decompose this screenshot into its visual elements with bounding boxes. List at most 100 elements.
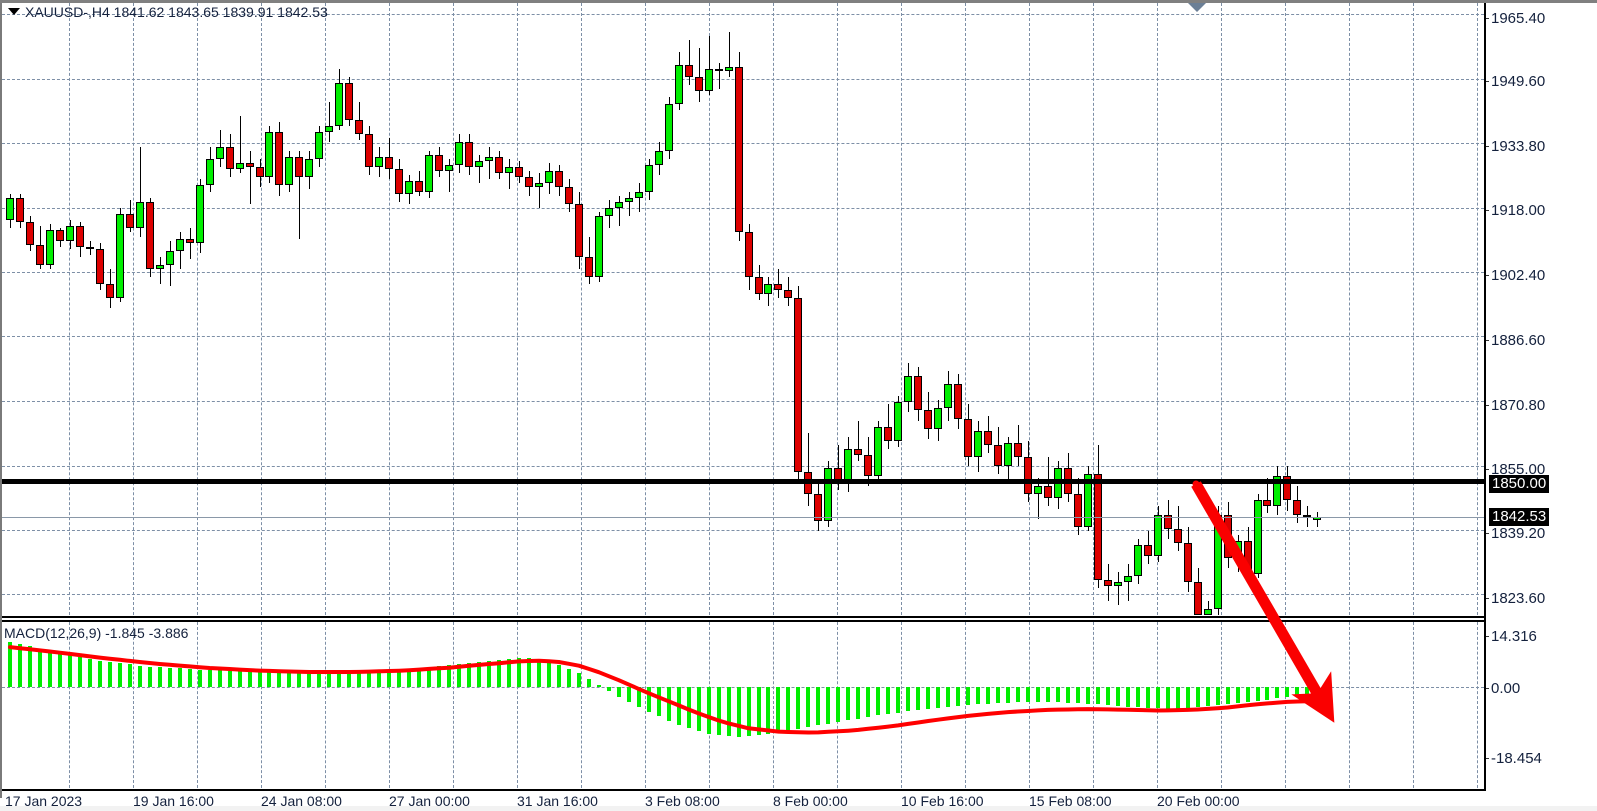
tick-mark — [1486, 275, 1489, 276]
candle-bearish — [555, 171, 563, 188]
vertical-gridline — [517, 3, 519, 615]
macd-histogram-bar — [737, 687, 741, 737]
time-axis-label: 8 Feb 00:00 — [773, 793, 848, 809]
candle-bearish — [1024, 457, 1032, 495]
macd-histogram-bar — [986, 687, 990, 704]
macd-histogram-bar — [1056, 687, 1060, 703]
time-axis-label: 17 Jan 2023 — [5, 793, 83, 809]
macd-indicator-pane[interactable] — [2, 622, 1484, 788]
candle-bearish — [715, 68, 723, 71]
vertical-gridline — [965, 3, 967, 615]
current-price-line[interactable] — [2, 517, 1484, 518]
price-axis-label: 1886.60 — [1491, 332, 1546, 349]
macd-histogram-bar — [627, 687, 631, 703]
macd-histogram-bar — [228, 670, 232, 687]
candle-wick — [838, 445, 839, 491]
triangle-down-icon[interactable] — [8, 8, 20, 15]
price-axis-label: 1842.53 — [1489, 508, 1550, 526]
time-axis[interactable]: 17 Jan 2023 19 Jan 16:00 24 Jan 08:00 27 Ja… — [0, 791, 1486, 811]
candle-bearish — [1293, 500, 1301, 515]
price-axis-label: 1870.80 — [1491, 397, 1546, 414]
macd-histogram-bar — [198, 669, 202, 687]
macd-histogram-bar — [98, 660, 102, 687]
vertical-gridline — [325, 622, 327, 788]
candle-bearish — [96, 248, 104, 284]
macd-histogram-bar — [367, 670, 371, 687]
candle-bearish — [435, 154, 443, 172]
candle-bearish — [984, 430, 992, 446]
macd-histogram-bar — [1046, 687, 1050, 703]
macd-histogram-bar — [1305, 687, 1309, 695]
candle-bearish — [345, 83, 353, 120]
candle-wick — [250, 150, 251, 204]
resistance-line[interactable] — [2, 479, 1484, 484]
candle-bearish — [695, 76, 703, 92]
candle-bullish — [655, 150, 663, 165]
macd-histogram-bar — [148, 666, 152, 687]
macd-histogram-bar — [1066, 687, 1070, 703]
price-axis-label: 1839.20 — [1491, 525, 1546, 542]
macd-histogram-bar — [58, 652, 62, 687]
vertical-gridline — [581, 3, 583, 615]
candle-bearish — [1014, 443, 1022, 458]
candle-bullish — [535, 183, 543, 188]
vertical-gridline — [1285, 622, 1287, 788]
price-axis[interactable]: 1965.40 1949.60 1933.80 1918.00 1902.40 1886.… — [1486, 3, 1597, 789]
vertical-gridline — [709, 3, 711, 615]
vertical-gridline — [389, 3, 391, 615]
price-axis-label: 1855.00 — [1491, 461, 1546, 478]
vertical-gridline — [1477, 622, 1479, 788]
tick-mark — [1486, 533, 1489, 534]
candle-wick — [1178, 506, 1179, 552]
vertical-gridline — [1349, 622, 1351, 788]
candle-wick — [479, 154, 480, 184]
macd-histogram-bar — [487, 661, 491, 687]
candle-bearish — [36, 244, 44, 266]
macd-histogram-bar — [1285, 687, 1289, 698]
price-chart-pane[interactable] — [2, 3, 1484, 615]
macd-histogram-bar — [138, 665, 142, 687]
candle-bearish — [256, 166, 264, 178]
price-axis-label: 1933.80 — [1491, 138, 1546, 155]
candle-bullish — [1124, 576, 1132, 583]
window-bottom-border — [0, 806, 1597, 811]
candle-bullish — [824, 467, 832, 521]
horizontal-gridline — [2, 207, 1484, 210]
candle-bearish — [415, 181, 423, 192]
candle-wick — [888, 404, 889, 450]
macd-histogram-bar — [1006, 687, 1010, 703]
candle-bullish — [216, 146, 224, 159]
macd-histogram-bar — [357, 670, 361, 687]
macd-histogram-bar — [78, 656, 82, 687]
candle-bullish — [405, 181, 413, 194]
macd-histogram-bar — [637, 687, 641, 707]
candle-bearish — [275, 132, 283, 186]
macd-histogram-bar — [407, 668, 411, 687]
candle-bearish — [56, 230, 64, 241]
candle-bearish — [186, 238, 194, 243]
candle-bearish — [106, 283, 114, 298]
macd-histogram-bar — [1315, 687, 1319, 694]
candle-bullish — [475, 160, 483, 167]
price-axis-label: 1902.40 — [1491, 267, 1546, 284]
candle-bullish — [844, 449, 852, 482]
candle-bullish — [236, 162, 244, 169]
macd-histogram-bar — [507, 659, 511, 687]
candle-bearish — [884, 426, 892, 442]
macd-histogram-bar — [417, 668, 421, 687]
candle-bearish — [1044, 486, 1052, 499]
vertical-gridline — [1029, 3, 1031, 615]
vertical-gridline — [389, 622, 391, 788]
macd-histogram-bar — [1256, 687, 1260, 701]
horizontal-gridline — [2, 465, 1484, 468]
candle-bullish — [1004, 443, 1012, 466]
macd-histogram-bar — [1186, 687, 1190, 708]
macd-histogram-bar — [258, 671, 262, 687]
horizontal-gridline — [2, 336, 1484, 338]
price-axis-label: 1965.40 — [1491, 10, 1546, 27]
vertical-gridline — [901, 622, 903, 788]
candle-bearish — [1164, 514, 1172, 529]
macd-histogram-bar — [597, 685, 601, 687]
candle-bullish — [305, 158, 313, 178]
candle-bearish — [964, 418, 972, 458]
